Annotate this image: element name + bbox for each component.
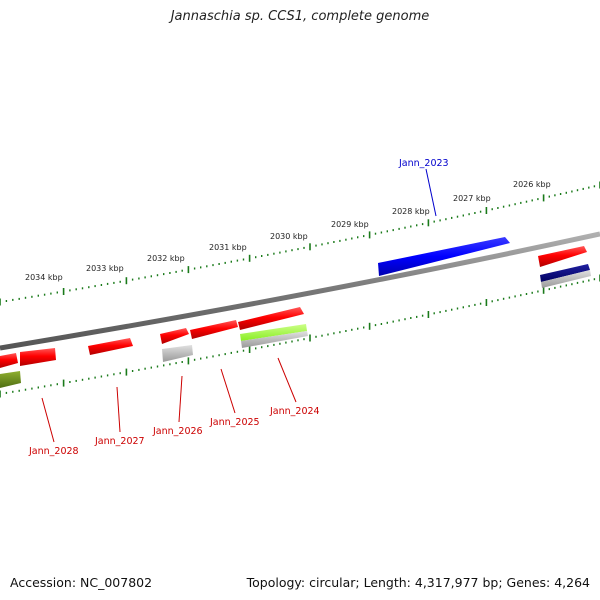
leader-Jann_2028 [41,397,55,443]
gene-label-Jann_2023[interactable]: Jann_2023 [398,158,449,169]
gene-left-edge-olive-feature[interactable] [0,371,21,388]
tick-label-2031: 2031 kbp [209,243,247,252]
tick-label-2033: 2033 kbp [86,264,124,273]
gene-Jann_2023-feature[interactable] [378,237,510,276]
gene-Jann_2024-feature[interactable] [238,307,304,330]
gene-Jann_2027-feature[interactable] [88,338,133,355]
gene-label-Jann_2028[interactable]: Jann_2028 [28,446,79,457]
leader-Jann_2027 [116,386,121,433]
leader-Jann_2026 [178,375,183,423]
tick-label-2032: 2032 kbp [147,254,185,263]
gene-Jann_2028-feature[interactable] [20,348,56,366]
accession-text: Accession: NC_007802 [10,575,153,590]
gene-label-Jann_2026[interactable]: Jann_2026 [152,426,203,437]
inner-tick-ring [0,274,600,398]
leader-Jann_2024 [277,357,297,403]
tick-label-2026: 2026 kbp [513,180,551,189]
gene-right-red-top-feature[interactable] [538,246,587,267]
map-title: Jannaschia sp. CCS1, complete genome [170,9,430,24]
tick-label-2027: 2027 kbp [453,194,491,203]
leader-Jann_2023 [425,168,437,217]
gene-Jann_2026-feature[interactable] [160,328,189,344]
gene-right-navy-feature[interactable] [540,264,591,288]
gene-gray-feature[interactable] [162,345,193,362]
gene-label-Jann_2027[interactable]: Jann_2027 [94,436,145,447]
gene-lime-feature[interactable] [240,324,308,348]
tick-label-2028: 2028 kbp [392,207,430,216]
gene-label-Jann_2024[interactable]: Jann_2024 [269,406,320,417]
gene-left-edge-red-feature[interactable] [0,353,18,368]
outer-tick-ring [0,181,600,306]
genome-backbone [0,231,600,351]
tick-label-2030: 2030 kbp [270,232,308,241]
tick-label-2029: 2029 kbp [331,220,369,229]
gene-label-Jann_2025[interactable]: Jann_2025 [209,417,260,428]
leader-Jann_2025 [220,368,236,414]
tick-label-2034: 2034 kbp [25,273,63,282]
gene-Jann_2025-feature[interactable] [190,320,238,339]
topology-text: Topology: circular; Length: 4,317,977 bp… [246,575,590,590]
